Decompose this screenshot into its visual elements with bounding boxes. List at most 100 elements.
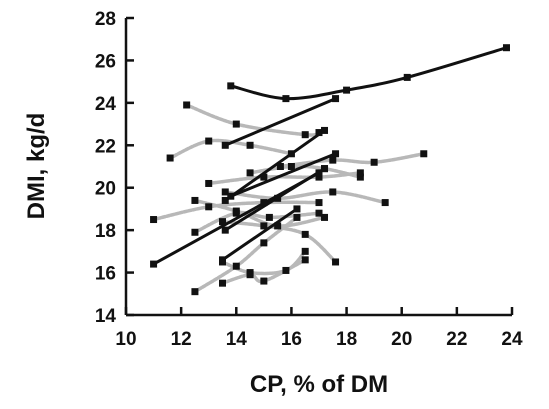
data-point-marker	[356, 169, 364, 177]
data-point-marker	[321, 165, 329, 173]
significant-regression-line	[229, 46, 508, 101]
significant-regression-line	[221, 207, 299, 262]
data-point-marker	[150, 216, 158, 224]
data-point-marker	[191, 196, 199, 204]
x-tick-label: 12	[171, 329, 192, 350]
data-point-marker	[221, 226, 229, 234]
data-point-marker	[166, 154, 174, 162]
data-point-marker	[287, 163, 295, 170]
data-point-marker	[265, 213, 273, 221]
data-point-marker	[332, 95, 340, 103]
data-point-marker	[232, 262, 240, 270]
data-point-marker	[282, 95, 290, 103]
data-point-marker	[502, 44, 510, 52]
x-tick-label: 14	[226, 329, 248, 350]
data-point-marker	[274, 222, 282, 230]
data-point-marker	[381, 199, 389, 207]
y-tick-label: 26	[95, 51, 116, 72]
data-point-marker	[219, 256, 226, 264]
x-tick-label: 22	[446, 329, 467, 350]
data-point-marker	[329, 156, 337, 164]
data-point-marker	[321, 126, 329, 134]
nonsignificant-regression-line	[193, 198, 327, 228]
data-point-marker	[315, 129, 323, 137]
data-point-marker	[227, 192, 235, 200]
data-point-marker	[232, 120, 240, 128]
data-point-marker	[246, 271, 254, 279]
nonsignificant-regression-line	[278, 152, 426, 169]
y-tick-label: 14	[95, 306, 117, 327]
y-axis-title: DMI, kg/d	[23, 113, 50, 220]
y-tick-label: 28	[95, 9, 116, 30]
data-point-marker	[219, 218, 226, 226]
plot-lines	[151, 46, 508, 294]
data-point-marker	[315, 199, 323, 207]
data-point-marker	[227, 82, 235, 90]
data-point-marker	[221, 196, 229, 204]
y-tick-label: 18	[95, 221, 116, 242]
data-point-marker	[205, 179, 213, 187]
nonsignificant-regression-line	[168, 138, 294, 160]
data-point-marker	[274, 194, 282, 202]
data-point-marker	[301, 247, 309, 255]
y-tick-label: 24	[95, 94, 117, 115]
data-point-marker	[301, 256, 309, 264]
significant-regression-line	[229, 152, 338, 198]
significant-regression-line	[223, 128, 327, 202]
data-point-marker	[219, 279, 226, 287]
data-point-marker	[420, 150, 428, 158]
data-point-marker	[293, 213, 301, 221]
data-point-marker	[356, 173, 364, 181]
data-point-marker	[343, 86, 351, 94]
data-point-marker	[191, 288, 199, 296]
data-point-marker	[287, 150, 295, 158]
data-point-marker	[221, 188, 229, 196]
data-point-marker	[301, 230, 309, 238]
y-tick-label: 20	[95, 179, 116, 200]
data-point-marker	[260, 199, 268, 207]
nonsignificant-regression-line	[220, 249, 307, 276]
data-point-marker	[150, 260, 158, 268]
data-point-marker	[205, 137, 213, 145]
data-point-marker	[183, 101, 191, 109]
data-point-marker	[315, 173, 323, 181]
data-point-marker	[191, 228, 199, 236]
data-point-marker	[332, 150, 340, 158]
data-point-marker	[260, 222, 268, 230]
nonsignificant-regression-line	[220, 219, 338, 264]
x-tick-label: 24	[501, 329, 523, 350]
data-point-marker	[260, 277, 268, 285]
data-point-marker	[332, 258, 340, 266]
nonsignificant-regression-line	[206, 171, 363, 186]
y-tick-label: 16	[95, 264, 116, 285]
data-point-marker	[315, 169, 323, 177]
y-tick-label: 22	[95, 136, 116, 157]
x-axis-title: CP, % of DM	[250, 371, 388, 398]
plot-markers	[150, 44, 510, 296]
x-ticks: 10 12 14 16 18 20 22 24	[115, 307, 523, 350]
data-point-marker	[329, 188, 337, 196]
data-point-marker	[246, 169, 254, 177]
data-point-marker	[403, 73, 411, 81]
x-tick-label: 20	[391, 329, 412, 350]
data-point-marker	[321, 213, 329, 221]
significant-regression-line	[223, 97, 338, 147]
x-tick-label: 16	[281, 329, 302, 350]
data-point-marker	[260, 239, 268, 247]
nonsignificant-regression-line	[193, 215, 299, 294]
data-point-marker	[260, 173, 268, 181]
data-point-marker	[246, 141, 254, 149]
nonsignificant-regression-line	[151, 200, 321, 222]
x-tick-label: 18	[336, 329, 357, 350]
data-point-marker	[301, 131, 309, 139]
data-point-marker	[221, 141, 229, 149]
data-point-marker	[232, 209, 240, 217]
data-point-marker	[370, 158, 378, 166]
nonsignificant-regression-line	[184, 103, 321, 137]
x-tick-label: 10	[115, 329, 136, 350]
axes	[124, 18, 512, 317]
data-point-marker	[282, 266, 290, 274]
nonsignificant-regression-line	[223, 190, 387, 205]
data-point-marker	[276, 163, 284, 170]
